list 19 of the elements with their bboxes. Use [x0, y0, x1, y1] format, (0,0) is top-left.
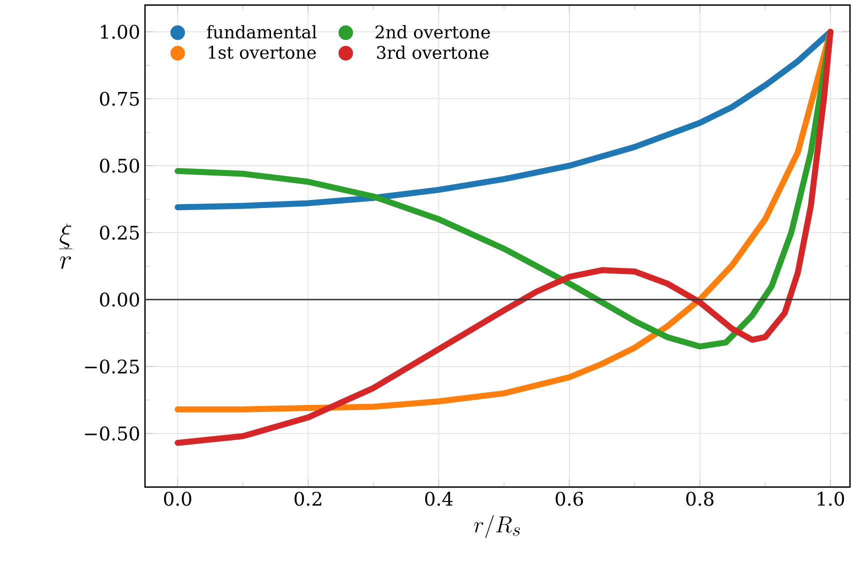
x-tick-label: 0.2 [294, 492, 322, 506]
y-tick-label: 0.75 [100, 92, 139, 106]
legend-label: 2nd overtone [376, 25, 490, 39]
x-axis-title: $r/R_s$ [474, 515, 520, 538]
y-tick-label: −0.25 [85, 359, 139, 374]
y-tick-label: 1.00 [101, 24, 140, 39]
y-tick-label: 0.00 [100, 292, 140, 307]
x-tick-label: 0.4 [425, 492, 453, 506]
y-axis-title: $\frac{\xi}{r}$ [59, 223, 72, 269]
x-tick-label: 0.6 [556, 492, 583, 506]
legend-label: 1st overtone [208, 46, 316, 59]
y-tick-label: 0.25 [100, 226, 139, 240]
x-tick-label: 1.0 [818, 492, 844, 506]
y-tick-label: −0.50 [85, 426, 140, 441]
y-tick-label: 0.50 [100, 158, 140, 173]
x-tick-label: 0.8 [686, 492, 714, 506]
legend-label: 3rd overtone [377, 46, 488, 60]
x-tick-label: 0.0 [164, 492, 192, 506]
legend-label: fundamental [206, 25, 317, 39]
